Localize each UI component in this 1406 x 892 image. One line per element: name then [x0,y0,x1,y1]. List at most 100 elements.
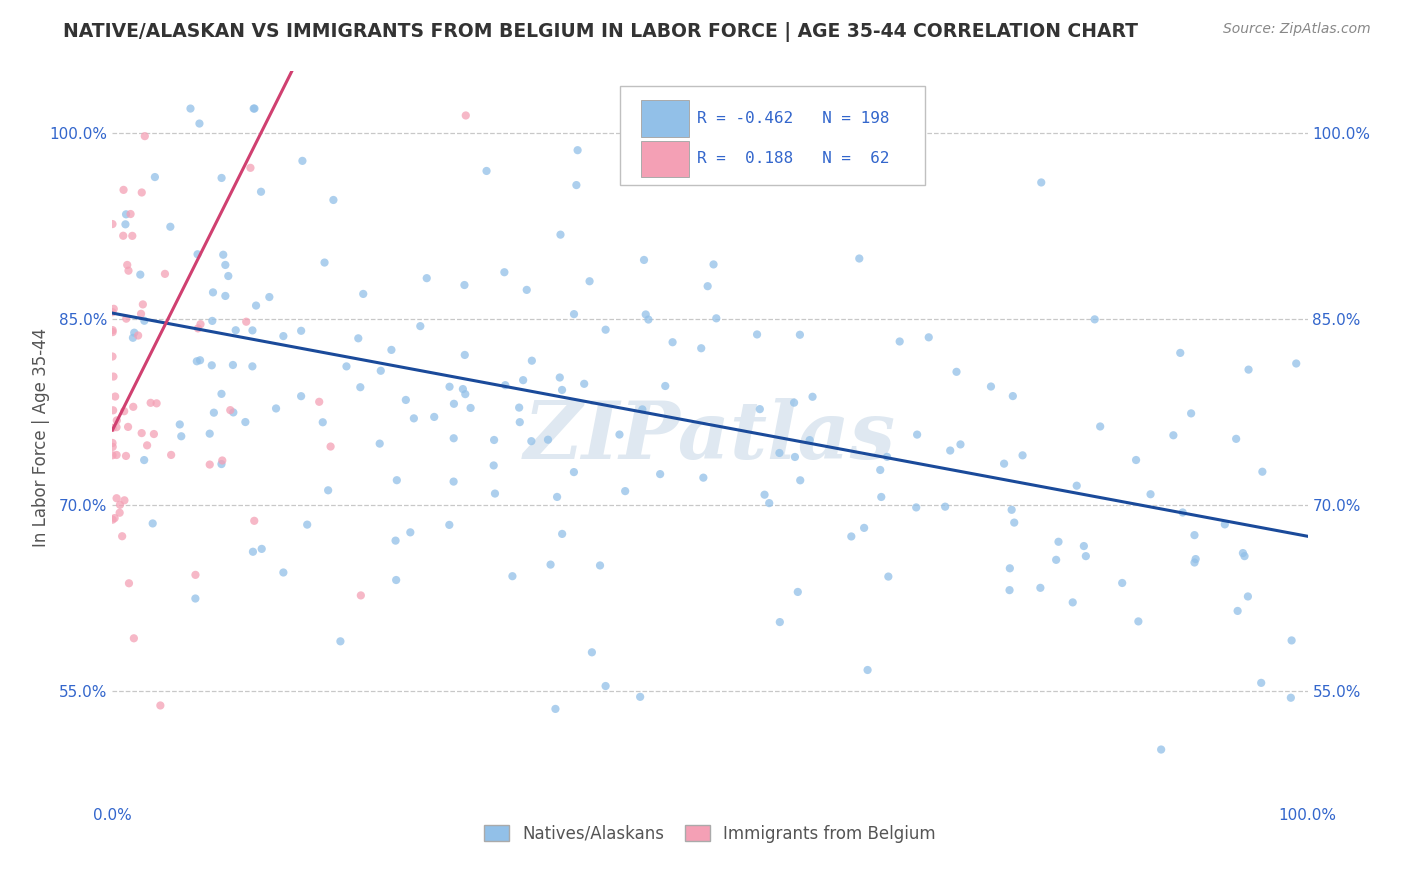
Text: R = -0.462   N = 198: R = -0.462 N = 198 [697,111,890,126]
Point [212,248,235,262]
Point [1001,389,1024,403]
Point [993,457,1015,471]
Point [118,576,141,591]
Point [1125,453,1147,467]
Point [918,330,941,344]
Point [198,426,221,441]
Point [350,589,373,603]
Point [454,387,477,401]
Point [637,312,659,326]
Point [190,317,212,331]
Point [134,314,156,328]
Point [143,169,166,184]
Point [184,567,207,582]
Point [112,183,135,197]
Point [1001,503,1024,517]
Point [661,335,683,350]
Point [129,268,152,282]
Point [380,343,402,357]
Point [501,569,523,583]
Point [335,359,357,374]
Point [789,327,811,342]
Point [454,348,477,362]
Point [122,400,145,414]
Point [201,314,224,328]
Point [103,369,125,384]
Point [225,323,247,337]
Point [202,406,225,420]
Point [242,323,264,337]
Point [1281,633,1303,648]
Point [451,382,474,396]
Point [484,486,506,500]
Point [139,396,162,410]
Point [122,331,145,345]
Point [347,331,370,345]
Point [1084,312,1107,326]
Point [217,268,239,283]
Point [551,527,574,541]
Point [945,365,967,379]
Point [516,283,538,297]
Point [634,308,657,322]
Point [136,438,159,452]
Point [1279,690,1302,705]
Point [998,561,1021,575]
Point [101,350,124,364]
Point [1163,428,1185,442]
Point [399,525,422,540]
Point [395,392,418,407]
Point [416,271,439,285]
Legend: Natives/Alaskans, Immigrants from Belgium: Natives/Alaskans, Immigrants from Belgiu… [478,818,942,849]
Point [905,500,928,515]
Point [121,228,143,243]
Text: NATIVE/ALASKAN VS IMMIGRANTS FROM BELGIUM IN LABOR FORCE | AGE 35-44 CORRELATION: NATIVE/ALASKAN VS IMMIGRANTS FROM BELGIU… [63,22,1139,42]
Point [870,490,893,504]
Point [290,324,312,338]
Point [188,353,211,368]
Point [856,663,879,677]
Point [104,511,127,525]
Point [544,702,567,716]
Point [1184,552,1206,566]
Point [222,358,245,372]
Point [609,427,631,442]
Point [876,450,898,464]
Point [1237,590,1260,604]
Point [475,164,498,178]
Point [112,493,135,508]
Point [308,394,330,409]
Point [567,143,589,157]
Point [1184,556,1206,570]
Point [409,319,432,334]
Point [122,326,145,340]
Point [631,402,654,417]
Point [889,334,911,349]
Point [1226,604,1249,618]
Point [1062,595,1084,609]
Point [316,483,339,498]
Point [1128,615,1150,629]
Point [1251,465,1274,479]
Point [589,558,612,573]
Point [235,415,257,429]
Point [548,370,571,384]
Point [1171,506,1194,520]
Point [494,265,516,279]
Point [187,321,209,335]
Point [101,513,124,527]
Text: R =  0.188   N =  62: R = 0.188 N = 62 [697,152,890,167]
Point [550,227,572,242]
Point [853,521,876,535]
Point [101,448,124,462]
Point [650,467,672,482]
Point [115,449,138,463]
Point [1232,546,1254,560]
Point [101,325,124,339]
Point [290,389,312,403]
Point [198,458,221,472]
Point [482,458,505,473]
Point [131,186,153,200]
Point [537,433,560,447]
Point [101,305,124,319]
